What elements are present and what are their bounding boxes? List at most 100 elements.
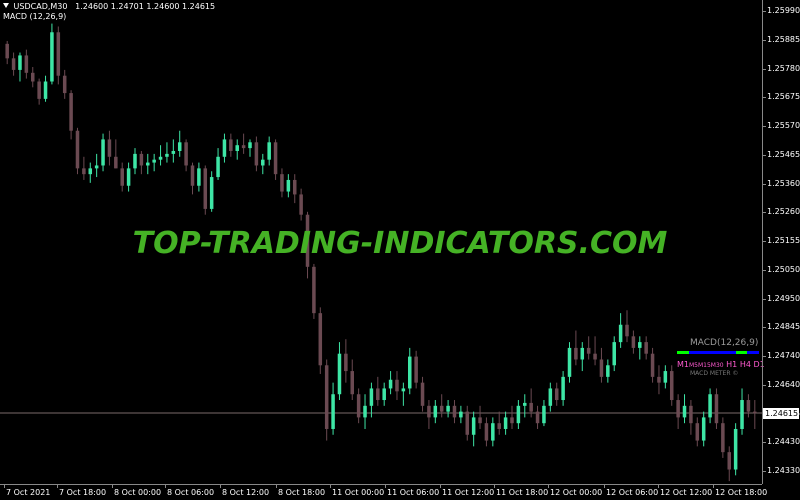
candle-body: [523, 402, 527, 406]
time-tick-mark: [494, 485, 495, 488]
symbol-dropdown-icon[interactable]: [3, 3, 9, 8]
candle: [222, 133, 227, 163]
candle-body: [714, 394, 719, 424]
candle-body: [471, 417, 476, 435]
candle: [676, 394, 680, 429]
price-tick-label: 1.24740: [767, 351, 800, 360]
candle-body: [529, 402, 533, 412]
candle-body: [695, 423, 700, 441]
candle-body: [146, 162, 150, 166]
candle-body: [465, 411, 470, 435]
candle: [529, 388, 533, 418]
candle: [612, 336, 616, 372]
candle-body: [382, 388, 386, 401]
time-tick-label: 11 Oct 18:00: [496, 488, 549, 497]
price-tick-mark: [763, 183, 766, 185]
time-tick-label: 7 Oct 2021: [6, 488, 51, 497]
candle-body: [727, 452, 732, 470]
candle: [644, 336, 648, 360]
candle-body: [510, 417, 514, 424]
candle-body: [669, 371, 674, 401]
candle-body: [401, 388, 406, 392]
candle-body: [337, 353, 342, 395]
candle-body: [452, 405, 457, 418]
price-tick-label: 1.24330: [767, 466, 800, 475]
price-tick-label: 1.25260: [767, 207, 800, 217]
candle-body: [593, 353, 597, 360]
candle-body: [318, 313, 323, 366]
candle: [420, 376, 425, 412]
time-tick-label: 8 Oct 00:00: [114, 488, 162, 497]
watermark-text: TOP-TRADING-INDICATORS.COM: [132, 226, 668, 261]
candle-body: [376, 388, 380, 401]
price-tick-label: 1.25465: [767, 149, 800, 159]
candle: [714, 388, 719, 429]
candle: [427, 400, 431, 429]
candle-body: [446, 405, 450, 412]
candle: [139, 150, 144, 175]
macd-meter-segment: [677, 351, 689, 354]
time-axis[interactable]: 7 Oct 2021 7 Oct 18:00 8 Oct 00:00 8 Oct 06…: [0, 484, 767, 500]
candle: [593, 336, 597, 366]
candle-body: [190, 165, 195, 186]
candle: [446, 400, 450, 418]
candle-body: [18, 55, 22, 70]
candle: [561, 371, 565, 406]
candle: [158, 145, 163, 166]
time-tick-mark: [713, 485, 714, 488]
candle-body: [491, 423, 495, 441]
candle: [184, 139, 188, 172]
candle: [497, 411, 501, 435]
current-price-label: 1.24615: [763, 408, 799, 420]
time-tick-mark: [385, 485, 386, 488]
price-tick-label: 1.25780: [767, 63, 800, 73]
candle-body: [165, 153, 169, 157]
time-tick-mark: [440, 485, 441, 488]
candle-body: [235, 145, 239, 151]
candle: [75, 127, 80, 175]
candle-body: [612, 342, 616, 366]
candle-body: [299, 194, 303, 215]
price-tick-label: 1.25675: [767, 92, 800, 102]
time-tick-label: 11 Oct 06:00: [387, 488, 440, 497]
candle-body: [503, 417, 508, 429]
candlestick-chart[interactable]: [0, 0, 762, 484]
candle-body: [567, 347, 572, 377]
candle-body: [625, 324, 629, 337]
candle-body: [184, 142, 188, 166]
time-tick-mark: [276, 485, 277, 488]
candle: [171, 139, 176, 163]
candle: [689, 400, 693, 435]
candle-body: [24, 55, 29, 73]
candle-body: [267, 142, 271, 160]
candle: [120, 162, 124, 192]
candle-body: [324, 365, 329, 429]
candle-body: [363, 405, 367, 418]
candle: [439, 394, 444, 418]
price-tick-mark: [763, 39, 766, 41]
candle: [146, 153, 150, 175]
candle-body: [433, 405, 438, 418]
candle-body: [305, 214, 310, 267]
candle: [190, 162, 195, 195]
candle: [369, 382, 374, 418]
candle-body: [746, 400, 751, 412]
symbol-timeframe: USDCAD,M30: [13, 2, 68, 11]
candle: [746, 394, 751, 418]
candle: [510, 405, 514, 429]
candle: [516, 400, 521, 429]
price-tick-mark: [763, 356, 766, 357]
candle-body: [459, 411, 463, 418]
candle-body: [158, 156, 163, 160]
candle: [503, 411, 508, 435]
chart-area[interactable]: [0, 0, 762, 484]
candle-body: [350, 371, 355, 395]
candle: [433, 400, 438, 424]
candle: [407, 347, 412, 395]
candle: [740, 388, 744, 435]
macd-meter-label: MACD METER ©: [690, 370, 739, 377]
macd-meter-panel: MACD(12,26,9) M1M5M15M30 H1 H4 D1 MACD M…: [676, 336, 765, 382]
candle: [216, 148, 220, 180]
candle-body: [420, 382, 425, 406]
candle: [535, 405, 540, 429]
